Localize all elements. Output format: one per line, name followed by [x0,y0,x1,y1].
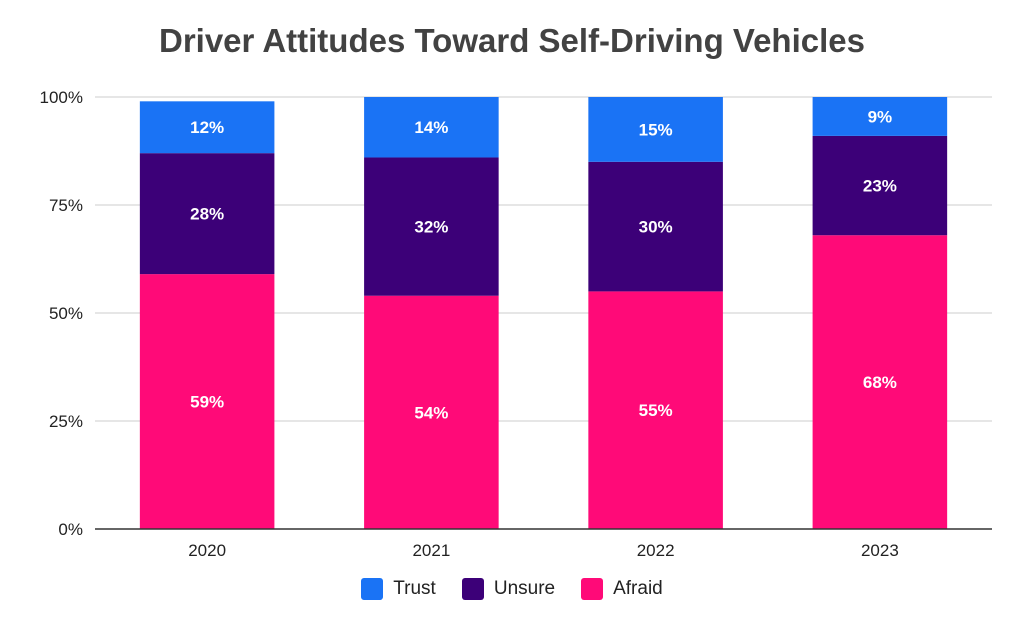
bar-segment-trust [364,97,499,158]
data-label: 28% [190,205,224,224]
legend-item-afraid: Afraid [581,578,663,600]
bar-segment-trust [812,97,948,136]
legend-swatch [461,578,484,600]
data-label: 30% [639,218,673,237]
bar-segment-afraid [364,295,499,529]
y-tick-label: 25% [49,412,83,431]
bar-segment-unsure [364,157,499,296]
legend-swatch [361,578,384,600]
legend-label: Afraid [613,578,663,599]
data-label: 59% [190,393,224,412]
data-label: 23% [863,177,897,196]
bar-segment-afraid [139,274,275,529]
y-tick-label: 75% [49,196,83,215]
bar-segment-afraid [588,291,723,529]
data-label: 54% [414,403,448,422]
data-label: 32% [414,218,448,237]
legend-item-trust: Trust [361,578,436,600]
data-label: 9% [868,107,893,126]
bar-segment-trust [139,101,275,154]
bar-segment-afraid [812,235,948,530]
legend-item-unsure: Unsure [461,578,556,600]
x-tick-label: 2021 [412,541,450,560]
data-label: 14% [414,118,448,137]
bar-segment-unsure [139,153,275,275]
x-tick-label: 2020 [188,541,226,560]
legend-label: Unsure [493,578,556,599]
data-label: 55% [639,401,673,420]
bar-segment-unsure [588,161,723,292]
x-tick-label: 2022 [637,541,675,560]
x-tick-label: 2023 [861,541,899,560]
bar-segment-trust [588,97,723,162]
chart-title: Driver Attitudes Toward Self-Driving Veh… [158,22,865,59]
y-tick-label: 0% [58,520,83,539]
legend-swatch [581,578,604,600]
y-tick-label: 100% [40,88,83,107]
y-tick-label: 50% [49,304,83,323]
data-label: 15% [639,120,673,139]
data-label: 12% [190,118,224,137]
data-label: 68% [863,373,897,392]
legend: Trust Unsure Afraid [0,578,1024,600]
bar-segment-unsure [812,135,948,236]
legend-label: Trust [393,578,436,599]
